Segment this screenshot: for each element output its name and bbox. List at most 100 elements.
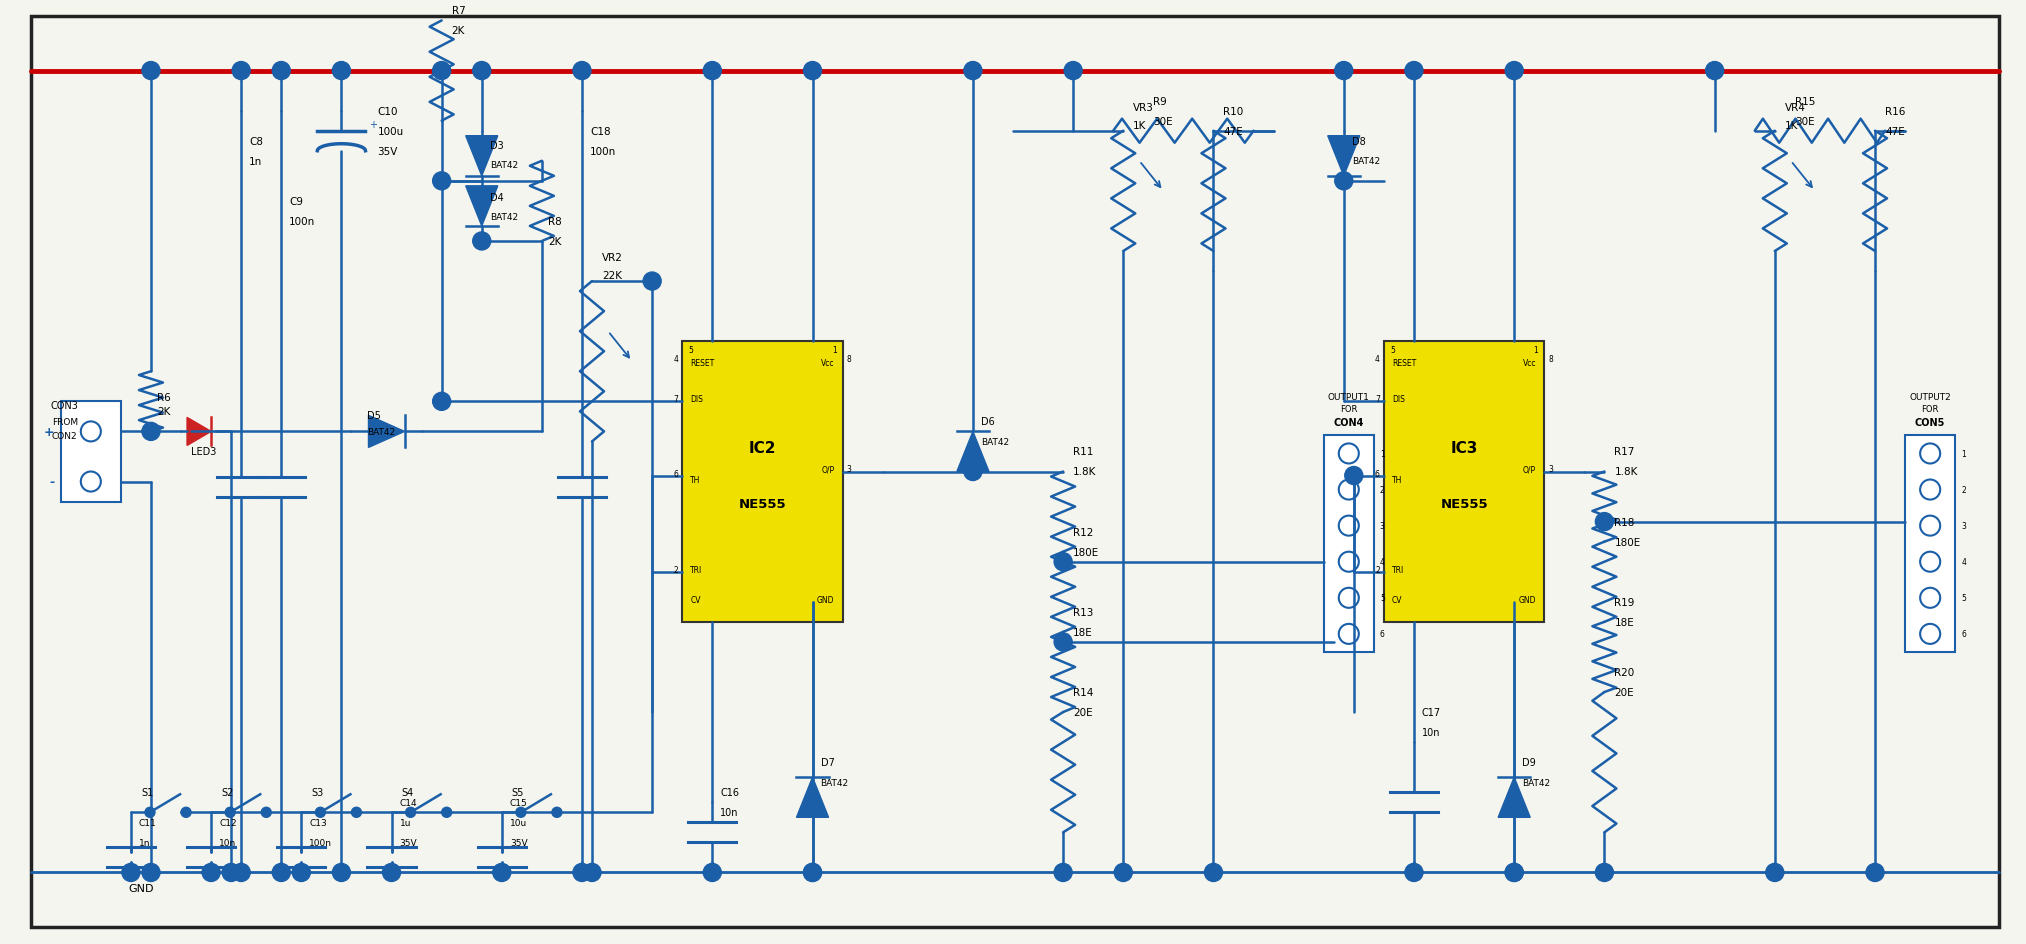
Circle shape: [964, 463, 983, 481]
Circle shape: [1505, 864, 1524, 882]
Circle shape: [434, 173, 450, 191]
Text: 35V: 35V: [511, 838, 527, 847]
Text: FOR: FOR: [1921, 405, 1939, 413]
Text: 8: 8: [1548, 355, 1554, 363]
Circle shape: [233, 864, 249, 882]
Circle shape: [1767, 864, 1783, 882]
Circle shape: [1064, 62, 1082, 80]
Text: 5: 5: [1961, 594, 1965, 602]
Text: 5: 5: [1380, 594, 1384, 602]
Circle shape: [1345, 467, 1363, 485]
Text: Vcc: Vcc: [1524, 359, 1536, 368]
Text: IC2: IC2: [750, 441, 776, 456]
Text: 1.8K: 1.8K: [1615, 467, 1637, 477]
Circle shape: [472, 62, 490, 80]
Text: TRI: TRI: [1392, 565, 1404, 574]
Text: 2: 2: [1376, 565, 1380, 574]
Circle shape: [1203, 864, 1222, 882]
Text: 20E: 20E: [1074, 707, 1092, 717]
Text: CV: CV: [1392, 595, 1402, 604]
Circle shape: [383, 864, 401, 882]
Text: 2K: 2K: [452, 26, 466, 37]
Text: OUTPUT2: OUTPUT2: [1908, 393, 1951, 402]
Circle shape: [142, 864, 160, 882]
Text: -: -: [49, 476, 55, 488]
Text: D7: D7: [821, 757, 835, 767]
Circle shape: [146, 807, 154, 818]
Text: +: +: [369, 120, 377, 129]
Text: 100n: 100n: [590, 146, 616, 157]
Text: BAT42: BAT42: [1522, 778, 1550, 787]
Circle shape: [573, 864, 592, 882]
Text: 4: 4: [673, 355, 679, 363]
Text: BAT42: BAT42: [490, 161, 519, 170]
Text: 100n: 100n: [290, 217, 316, 227]
Text: GND: GND: [816, 595, 835, 604]
Circle shape: [434, 62, 450, 80]
Text: S3: S3: [312, 787, 324, 798]
Text: IC3: IC3: [1451, 441, 1477, 456]
Circle shape: [472, 232, 490, 251]
Polygon shape: [1327, 137, 1359, 177]
Text: +: +: [45, 426, 55, 438]
Text: TH: TH: [1392, 475, 1402, 484]
Text: 30E: 30E: [1153, 116, 1173, 126]
Circle shape: [442, 807, 452, 818]
Text: 30E: 30E: [1795, 116, 1815, 126]
Text: RESET: RESET: [1392, 359, 1416, 368]
Text: R17: R17: [1615, 447, 1635, 457]
Text: 1K: 1K: [1785, 121, 1799, 130]
Circle shape: [1505, 62, 1524, 80]
Circle shape: [405, 807, 415, 818]
Circle shape: [1706, 62, 1724, 80]
Circle shape: [703, 864, 721, 882]
Circle shape: [142, 62, 160, 80]
Text: 1: 1: [833, 346, 837, 355]
Text: D8: D8: [1351, 137, 1366, 146]
Text: 1u: 1u: [399, 818, 411, 827]
Text: C8: C8: [249, 137, 263, 146]
Text: C9: C9: [290, 196, 304, 207]
Circle shape: [517, 807, 527, 818]
Text: 22K: 22K: [602, 271, 622, 280]
Text: DIS: DIS: [1392, 395, 1404, 404]
Text: C17: C17: [1422, 707, 1440, 717]
Circle shape: [583, 864, 602, 882]
Circle shape: [271, 864, 290, 882]
Text: 35V: 35V: [377, 146, 397, 157]
Text: BAT42: BAT42: [821, 778, 849, 787]
Text: CON2: CON2: [53, 431, 77, 441]
Text: 18E: 18E: [1074, 627, 1092, 637]
Text: 1n: 1n: [140, 838, 150, 847]
Text: FOR: FOR: [1339, 405, 1357, 413]
Text: 7: 7: [673, 395, 679, 404]
Circle shape: [261, 807, 271, 818]
Text: C16: C16: [721, 787, 739, 798]
Text: C12: C12: [219, 818, 237, 827]
Text: O/P: O/P: [1524, 465, 1536, 474]
Text: R13: R13: [1074, 607, 1094, 617]
Circle shape: [1335, 62, 1353, 80]
Text: VR4: VR4: [1785, 103, 1805, 112]
Text: BAT42: BAT42: [490, 213, 519, 222]
Text: O/P: O/P: [821, 465, 835, 474]
Text: RESET: RESET: [691, 359, 715, 368]
Circle shape: [1594, 513, 1613, 531]
Text: 2K: 2K: [156, 407, 170, 417]
Polygon shape: [369, 416, 405, 448]
Text: 1: 1: [1380, 449, 1384, 459]
Text: OUTPUT1: OUTPUT1: [1327, 393, 1370, 402]
Text: S2: S2: [221, 787, 233, 798]
FancyBboxPatch shape: [1384, 342, 1544, 622]
Circle shape: [551, 807, 561, 818]
Circle shape: [223, 864, 241, 882]
Text: 47E: 47E: [1884, 126, 1904, 137]
Text: BAT42: BAT42: [981, 437, 1009, 447]
Text: LED3: LED3: [190, 447, 217, 457]
Circle shape: [1505, 864, 1524, 882]
Text: C13: C13: [310, 818, 326, 827]
Text: 8: 8: [847, 355, 851, 363]
Text: R9: R9: [1153, 96, 1167, 107]
Text: C18: C18: [590, 126, 610, 137]
Circle shape: [1335, 173, 1353, 191]
